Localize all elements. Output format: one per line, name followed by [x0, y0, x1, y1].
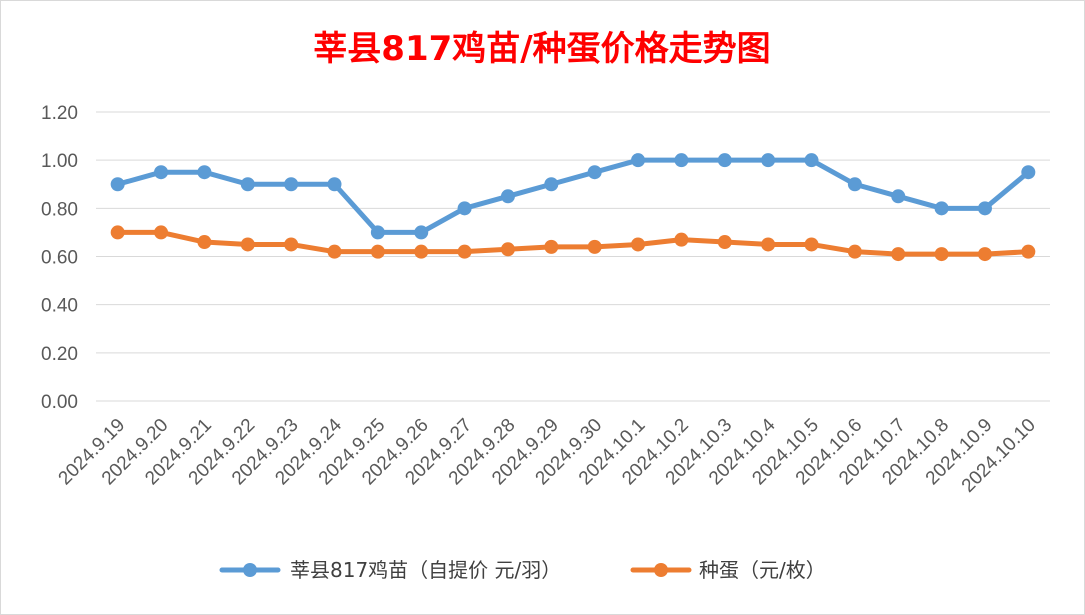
- y-axis-ticks: 0.00 0.20 0.40 0.60 0.80 1.00 1.20: [41, 103, 78, 413]
- data-point: [934, 201, 949, 216]
- legend-item: 莘县817鸡苗（自提价 元/羽）: [219, 558, 561, 582]
- data-point: [154, 165, 169, 180]
- data-point: [934, 247, 949, 262]
- legend-label: 种蛋（元/枚）: [699, 558, 826, 582]
- data-point: [414, 225, 429, 240]
- legend: 莘县817鸡苗（自提价 元/羽） 种蛋（元/枚）: [219, 558, 826, 582]
- y-tick-label: 1.00: [41, 151, 78, 172]
- data-point: [457, 201, 472, 216]
- data-point: [197, 165, 212, 180]
- data-point: [370, 225, 385, 240]
- data-point: [197, 235, 212, 250]
- y-tick-label: 0.40: [41, 296, 78, 317]
- x-axis-ticks: 2024.9.192024.9.202024.9.212024.9.222024…: [55, 414, 1040, 496]
- chart-title: 莘县817鸡苗/种蛋价格走势图: [313, 29, 770, 69]
- data-point: [804, 153, 819, 168]
- legend-item: 种蛋（元/枚）: [630, 558, 826, 582]
- data-point: [110, 225, 125, 240]
- series-lines: [110, 153, 1036, 262]
- legend-swatch-marker: [243, 563, 257, 577]
- data-point: [544, 239, 559, 254]
- data-point: [717, 235, 732, 250]
- data-point: [154, 225, 169, 240]
- data-point: [761, 237, 776, 252]
- data-point: [977, 247, 992, 262]
- series-2: [110, 225, 1036, 262]
- data-point: [674, 153, 689, 168]
- data-point: [240, 177, 255, 192]
- data-point: [544, 177, 559, 192]
- y-tick-label: 1.20: [41, 103, 78, 124]
- series-line: [115, 229, 1031, 257]
- data-point: [457, 244, 472, 259]
- data-point: [847, 177, 862, 192]
- data-point: [674, 232, 689, 247]
- series-line: [115, 157, 1031, 235]
- legend-label: 莘县817鸡苗（自提价 元/羽）: [290, 558, 561, 582]
- data-point: [284, 177, 299, 192]
- data-point: [284, 237, 299, 252]
- data-point: [717, 153, 732, 168]
- gridlines: [96, 111, 1050, 402]
- data-point: [414, 244, 429, 259]
- data-point: [240, 237, 255, 252]
- data-point: [370, 244, 385, 259]
- data-point: [327, 244, 342, 259]
- data-point: [761, 153, 776, 168]
- data-point: [587, 239, 602, 254]
- data-point: [891, 189, 906, 204]
- data-point: [631, 237, 646, 252]
- data-point: [891, 247, 906, 262]
- data-point: [631, 153, 646, 168]
- y-tick-label: 0.80: [41, 199, 78, 220]
- data-point: [847, 244, 862, 259]
- data-point: [587, 165, 602, 180]
- data-point: [500, 242, 515, 257]
- series-1: [110, 153, 1036, 240]
- data-point: [804, 237, 819, 252]
- y-tick-label: 0.20: [41, 344, 78, 365]
- data-point: [500, 189, 515, 204]
- data-point: [977, 201, 992, 216]
- legend-swatch-marker: [654, 563, 668, 577]
- data-point: [327, 177, 342, 192]
- y-tick-label: 0.00: [41, 392, 78, 413]
- data-point: [1021, 165, 1036, 180]
- data-point: [1021, 244, 1036, 259]
- y-tick-label: 0.60: [41, 248, 78, 269]
- data-point: [110, 177, 125, 192]
